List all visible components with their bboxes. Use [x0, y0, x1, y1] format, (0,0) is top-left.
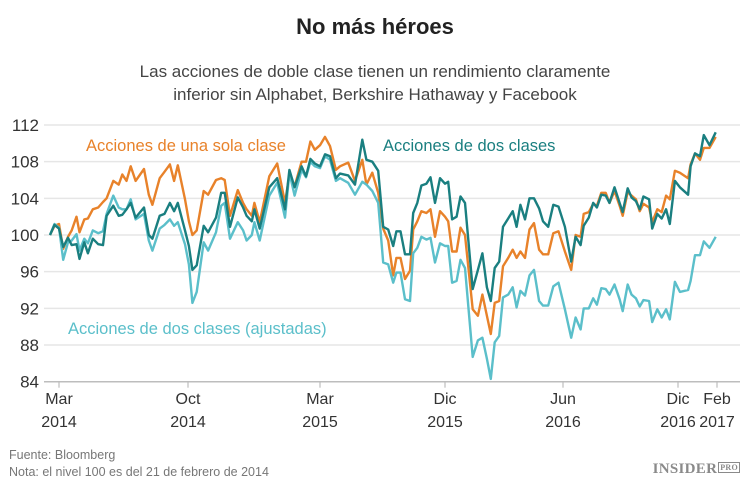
- x-tick-label: 2016: [545, 414, 581, 431]
- x-tick-label: 2015: [302, 414, 338, 431]
- x-tick-label: Mar: [306, 391, 334, 408]
- x-tick-label: 2017: [699, 414, 735, 431]
- gridlines: [44, 124, 740, 383]
- x-tick-label: Mar: [45, 391, 73, 408]
- chart-title: No más héroes: [296, 14, 454, 39]
- y-tick-label: 96: [20, 263, 39, 282]
- y-tick-label: 108: [11, 153, 39, 172]
- x-tick-label: Dic: [433, 391, 456, 408]
- series-line-2: [48, 131, 717, 303]
- x-tick-label: 2014: [41, 414, 77, 431]
- x-tick-label: 2015: [427, 414, 463, 431]
- series-line-3: [48, 154, 717, 381]
- subtitle-line-2: inferior sin Alphabet, Berkshire Hathawa…: [173, 85, 577, 104]
- x-axis: Mar 2014 Oct 2014 Mar 2015 Dic 2015 Jun 2016 Dic 20…: [41, 381, 735, 431]
- x-tick-label: 2016: [660, 414, 696, 431]
- y-tick-label: 104: [11, 189, 39, 208]
- y-tick-label: 112: [12, 116, 39, 135]
- series-labels: Acciones de una sola clase Acciones de do…: [68, 137, 555, 338]
- y-tick-label: 92: [20, 299, 39, 318]
- x-tick-label: Dic: [666, 391, 689, 408]
- subtitle-line-1: Las acciones de doble clase tienen un re…: [139, 62, 611, 81]
- x-tick-label: Oct: [176, 391, 201, 408]
- y-tick-label: 100: [11, 226, 39, 245]
- logo-badge: PRO: [718, 462, 740, 473]
- series-lines: [48, 131, 717, 381]
- series-label-3: Acciones de dos clases (ajustadas): [68, 320, 327, 338]
- footnote: Nota: el nivel 100 es del 21 de febrero …: [9, 465, 269, 479]
- x-tick-label: Feb: [703, 391, 731, 408]
- logo-text: INSIDER: [652, 461, 718, 477]
- y-axis: 84 88 92 96 100 104 108 112: [11, 116, 39, 392]
- series-label-2: Acciones de dos clases: [383, 137, 555, 155]
- y-tick-label: 88: [20, 336, 39, 355]
- x-tick-label: 2014: [170, 414, 206, 431]
- y-tick-label: 84: [20, 373, 39, 392]
- source-note: Fuente: Bloomberg: [9, 448, 116, 462]
- series-label-1: Acciones de una sola clase: [86, 137, 286, 155]
- insider-pro-logo: INSIDER PRO: [653, 461, 740, 478]
- x-tick-label: Jun: [550, 391, 576, 408]
- chart-subtitle: Las acciones de doble clase tienen un re…: [60, 60, 690, 106]
